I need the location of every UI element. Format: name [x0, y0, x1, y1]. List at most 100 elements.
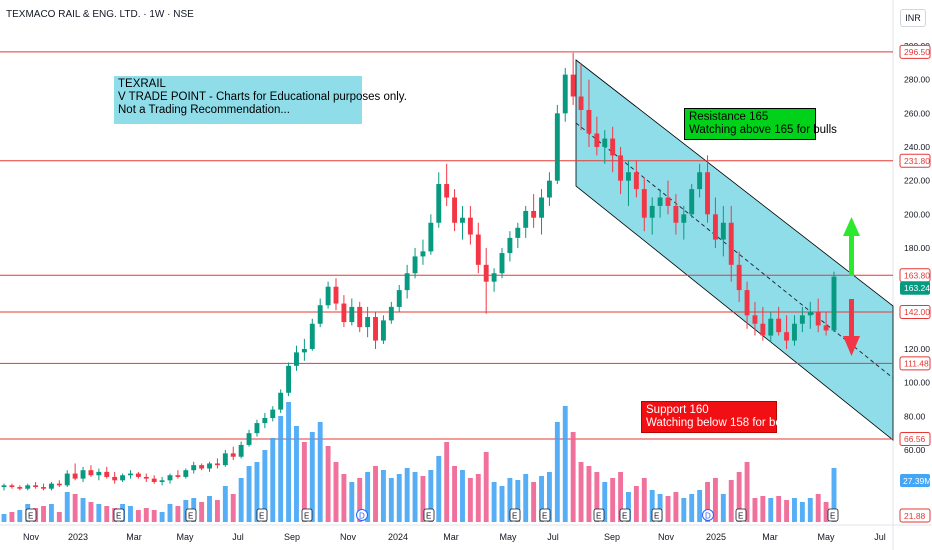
- volume-bar-67: [531, 482, 537, 522]
- volume-bar-65: [515, 480, 521, 522]
- candle-body-10: [80, 470, 86, 479]
- volume-bar-96: [760, 496, 766, 522]
- candle-body-64: [507, 237, 513, 254]
- candle-body-23: [183, 470, 189, 477]
- volume-bar-5: [41, 506, 46, 522]
- dividend-marker-5: [356, 509, 368, 521]
- candle-body-98: [776, 318, 782, 333]
- candle-body-77: [610, 138, 616, 156]
- volume-bar-58: [460, 470, 465, 522]
- candle-body-5: [41, 487, 46, 489]
- candle-body-97: [768, 318, 774, 336]
- volume-bar-32: [254, 462, 260, 522]
- volume-bar-83: [657, 494, 663, 522]
- x-tick-1: 2023: [68, 532, 88, 542]
- volume-bar-79: [626, 492, 631, 522]
- candle-body-4: [33, 485, 39, 488]
- volume-bar-69: [546, 472, 552, 522]
- volume-bar-47: [373, 466, 378, 522]
- volume-bar-39: [309, 432, 315, 522]
- earnings-marker-7: [509, 508, 521, 522]
- candle-body-42: [333, 286, 339, 304]
- volume-bar-8: [64, 492, 70, 522]
- tag-level-4-text: 111.48: [904, 358, 929, 368]
- earnings-marker-label-6: E: [426, 512, 431, 521]
- y-tick-3: 120.00: [904, 344, 930, 354]
- support-line-1: Support 160: [646, 404, 709, 416]
- earnings-marker-label-3: E: [259, 512, 264, 521]
- candle-body-70: [554, 113, 560, 181]
- earnings-marker-label-9: E: [596, 512, 601, 521]
- volume-bar-44: [349, 482, 355, 522]
- tag-level-0-text: 296.50: [904, 47, 930, 57]
- currency-badge[interactable]: INR: [900, 9, 926, 27]
- volume-bar-38: [301, 442, 307, 522]
- candle-body-91: [720, 222, 726, 240]
- volume-bar-60: [475, 474, 481, 522]
- x-tick-5: Sep: [284, 532, 300, 542]
- volume-bar-101: [799, 502, 805, 522]
- earnings-marker-9: [593, 508, 605, 522]
- volume-bar-19: [151, 510, 157, 522]
- volume-bar-13: [104, 506, 110, 522]
- volume-bar-94: [744, 462, 750, 522]
- channel-midline: [575, 122, 894, 379]
- candle-body-93: [736, 264, 742, 291]
- volume-bar-0: [1, 514, 7, 522]
- volume-bar-1: [9, 512, 15, 522]
- earnings-marker-label-7: E: [512, 512, 517, 521]
- candle-body-73: [578, 96, 584, 110]
- y-tick-9: 240.00: [904, 142, 930, 152]
- volume-bar-55: [436, 456, 442, 522]
- volume-bar-103: [815, 494, 821, 522]
- volume-bar-7: [56, 512, 62, 522]
- candle-body-94: [744, 290, 750, 316]
- candle-body-66: [523, 210, 529, 228]
- volume-bar-43: [341, 474, 347, 522]
- volume-tag-box: [900, 474, 930, 487]
- y-tick-1: 80.00: [904, 411, 926, 421]
- candle-body-74: [586, 109, 592, 134]
- x-tick-0: Nov: [23, 532, 40, 542]
- earnings-marker-label-1: E: [116, 512, 121, 521]
- volume-bar-53: [420, 476, 426, 522]
- candle-body-96: [760, 323, 766, 336]
- support-note: Support 160 Watching below 158 for bears: [641, 401, 798, 433]
- volume-bar-92: [728, 480, 734, 522]
- candle-body-82: [649, 205, 655, 218]
- volume-bar-68: [539, 476, 544, 522]
- volume-bar-91: [720, 494, 726, 522]
- volume-bar-45: [357, 478, 363, 522]
- x-tick-4: Jul: [232, 532, 244, 542]
- volume-bar-84: [665, 496, 671, 522]
- symbol-title[interactable]: TEXMACO RAIL & ENG. LTD. · 1W · NSE: [6, 9, 194, 20]
- candle-body-36: [286, 365, 292, 393]
- volume-bar-104: [823, 502, 829, 522]
- earnings-marker-label-0: E: [28, 512, 33, 521]
- volume-bar-74: [586, 466, 592, 522]
- candle-body-7: [56, 483, 62, 486]
- earnings-marker-label-11: E: [654, 512, 659, 521]
- tag-level-4-box: [899, 356, 931, 371]
- earnings-marker-11: [651, 508, 663, 522]
- y-tick-7: 200.00: [904, 209, 930, 219]
- candle-body-67: [531, 210, 537, 218]
- candle-body-56: [444, 184, 450, 198]
- candle-body-52: [412, 256, 418, 274]
- volume-bar-80: [633, 486, 639, 522]
- y-tick-2: 100.00: [904, 378, 930, 388]
- volume-bar-87: [689, 494, 695, 522]
- candle-body-79: [626, 172, 631, 181]
- tag-level-5-box: [899, 431, 931, 446]
- tag-level-1-text: 231.80: [904, 156, 930, 166]
- candle-body-28: [222, 453, 228, 466]
- volume-bar-76: [602, 482, 608, 522]
- volume-bar-31: [246, 466, 252, 522]
- candle-body-54: [428, 222, 434, 252]
- volume-bar-61: [483, 452, 489, 522]
- candle-body-88: [697, 172, 703, 190]
- x-tick-7: 2024: [388, 532, 408, 542]
- x-tick-16: Jul: [874, 532, 886, 542]
- volume-bar-52: [412, 472, 418, 522]
